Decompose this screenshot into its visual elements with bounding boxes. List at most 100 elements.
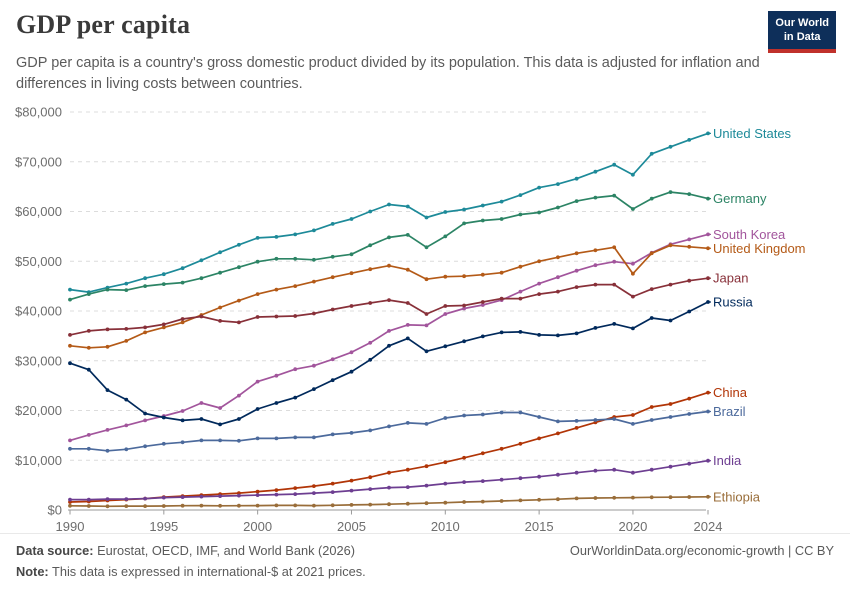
data-point-south-korea: [312, 363, 316, 368]
data-point-south-korea: [143, 418, 148, 423]
data-point-brazil: [368, 428, 373, 433]
data-point-russia: [593, 326, 598, 330]
series-label-india[interactable]: India: [713, 453, 742, 468]
data-point-brazil: [293, 435, 298, 440]
data-point-south-korea: [687, 237, 692, 242]
data-point-india: [199, 494, 204, 499]
data-point-russia: [518, 330, 523, 334]
data-point-united-states: [649, 151, 654, 156]
data-point-japan: [218, 319, 223, 323]
data-point-united-states: [574, 176, 579, 181]
series-label-united-kingdom[interactable]: United Kingdom: [713, 241, 806, 256]
data-point-russia: [687, 309, 692, 314]
series-line-india[interactable]: [69, 459, 709, 501]
data-point-ethiopia: [86, 504, 91, 508]
data-point-united-kingdom: [612, 245, 617, 250]
series-label-china[interactable]: China: [713, 385, 748, 400]
x-tick-label: 1990: [56, 519, 85, 534]
data-point-united-states: [556, 182, 560, 187]
data-point-ethiopia: [68, 503, 72, 508]
data-point-united-states: [274, 235, 279, 239]
x-tick-label: 2010: [431, 519, 460, 534]
data-point-brazil: [405, 421, 410, 425]
data-point-brazil: [443, 416, 448, 420]
series-label-germany[interactable]: Germany: [713, 191, 767, 206]
data-point-russia: [499, 330, 504, 335]
data-point-russia: [255, 407, 260, 411]
x-tick-label: 2015: [525, 519, 554, 534]
data-point-india: [180, 495, 185, 499]
data-point-united-kingdom: [68, 343, 72, 348]
data-point-japan: [424, 312, 429, 316]
data-point-germany: [668, 190, 673, 195]
data-point-japan: [349, 304, 354, 308]
data-point-south-korea: [180, 409, 185, 413]
series-line-russia[interactable]: [69, 301, 709, 426]
series-label-south-korea[interactable]: South Korea: [713, 227, 786, 242]
data-point-germany: [631, 207, 635, 211]
data-point-india: [387, 485, 391, 490]
data-point-south-korea: [574, 268, 579, 273]
data-point-china: [556, 431, 560, 436]
citation-link[interactable]: OurWorldinData.org/economic-growth | CC …: [569, 543, 834, 558]
data-point-brazil: [574, 419, 579, 423]
data-point-brazil: [687, 412, 692, 416]
data-point-india: [218, 494, 223, 498]
data-point-india: [518, 476, 523, 481]
data-point-united-kingdom: [143, 330, 148, 335]
data-point-china: [387, 470, 391, 475]
data-point-united-kingdom: [462, 274, 466, 279]
data-point-china: [687, 396, 692, 401]
data-point-united-kingdom: [687, 244, 692, 249]
data-point-brazil: [631, 422, 635, 426]
data-point-brazil: [330, 432, 335, 437]
series-label-ethiopia[interactable]: Ethiopia: [713, 489, 761, 504]
data-point-japan: [649, 287, 654, 291]
data-point-china: [293, 486, 298, 490]
data-point-united-states: [537, 185, 541, 190]
data-point-germany: [255, 259, 260, 264]
data-point-germany: [349, 252, 354, 257]
data-point-ethiopia: [462, 500, 466, 504]
data-point-united-kingdom: [368, 267, 373, 272]
data-point-germany: [274, 256, 279, 261]
data-point-india: [706, 458, 710, 463]
data-point-united-kingdom: [255, 292, 260, 296]
data-point-russia: [556, 333, 560, 338]
data-point-south-korea: [462, 306, 466, 311]
data-point-japan: [443, 304, 448, 308]
data-point-brazil: [668, 415, 673, 419]
data-point-russia: [706, 300, 710, 304]
data-point-india: [86, 497, 91, 502]
data-point-brazil: [649, 418, 654, 422]
data-point-india: [312, 491, 316, 495]
data-point-brazil: [180, 440, 185, 445]
data-point-united-states: [631, 172, 635, 177]
series-label-russia[interactable]: Russia: [713, 295, 754, 310]
data-point-south-korea: [443, 312, 448, 316]
series-line-united-states[interactable]: [69, 132, 709, 293]
data-point-ethiopia: [255, 503, 260, 508]
y-tick-label: $20,000: [15, 403, 62, 418]
data-source-text: Eurostat, OECD, IMF, and World Bank (202…: [93, 543, 356, 558]
series-label-japan[interactable]: Japan: [713, 271, 748, 286]
series-line-china[interactable]: [69, 391, 709, 503]
data-point-united-kingdom: [349, 271, 354, 276]
data-point-brazil: [537, 415, 541, 419]
data-point-india: [537, 474, 541, 479]
data-point-germany: [124, 288, 129, 292]
data-point-united-kingdom: [706, 246, 710, 251]
data-point-united-kingdom: [124, 339, 129, 343]
data-point-ethiopia: [405, 501, 410, 506]
footer: Data source: Eurostat, OECD, IMF, and Wo…: [0, 533, 850, 600]
data-point-united-states: [180, 266, 185, 271]
data-point-india: [612, 467, 617, 472]
data-point-india: [161, 495, 166, 500]
data-point-brazil: [424, 422, 429, 426]
data-point-ethiopia: [180, 503, 185, 508]
data-point-japan: [405, 301, 410, 305]
series-label-united-states[interactable]: United States: [713, 126, 792, 141]
series-line-germany[interactable]: [69, 191, 709, 301]
owid-logo[interactable]: Our World in Data: [768, 11, 836, 53]
series-label-brazil[interactable]: Brazil: [713, 404, 746, 419]
